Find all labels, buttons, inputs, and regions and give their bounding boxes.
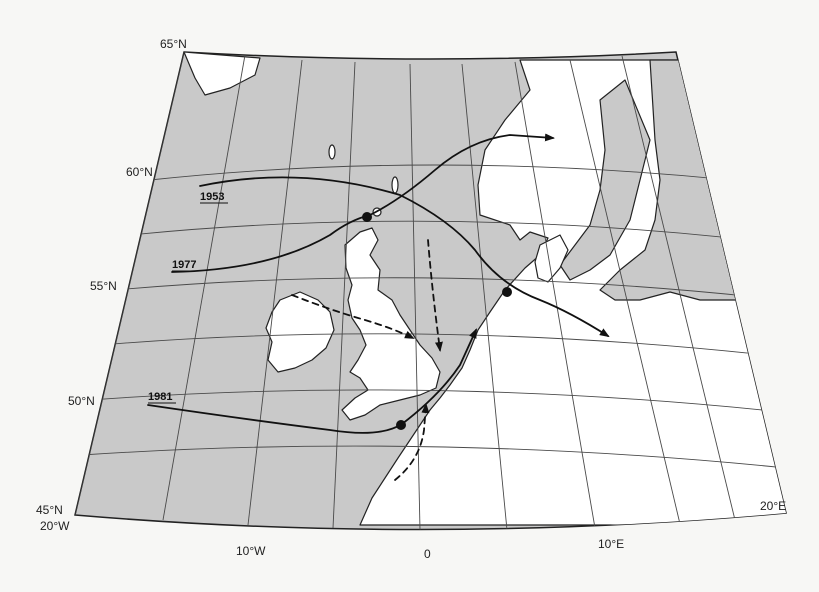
lat-label-65n: 65°N bbox=[160, 37, 187, 51]
shetland-islands bbox=[391, 176, 399, 194]
great-britain bbox=[341, 227, 441, 421]
lat-label-50n: 50°N bbox=[68, 394, 95, 408]
iceland-fragment bbox=[183, 52, 261, 96]
lat-label-45n: 45°N bbox=[36, 503, 63, 517]
lon-label-20w: 20°W bbox=[40, 519, 70, 533]
baltic-sea bbox=[559, 79, 651, 281]
lon-label-10w: 10°W bbox=[236, 544, 266, 558]
ireland bbox=[265, 291, 335, 373]
graticule bbox=[75, 52, 786, 530]
position-dot-icon bbox=[362, 212, 372, 222]
track-label-1953: 1953 bbox=[200, 191, 224, 203]
position-dot-icon bbox=[502, 287, 512, 297]
lon-label-0: 0 bbox=[424, 547, 431, 561]
track-1953 bbox=[199, 176, 610, 338]
track-label-1977: 1977 bbox=[172, 259, 196, 271]
track-label-1981: 1981 bbox=[148, 391, 172, 403]
dashed-track-west bbox=[291, 294, 415, 339]
faroe-islands bbox=[328, 144, 336, 160]
lat-label-55n: 55°N bbox=[90, 279, 117, 293]
track-1981 bbox=[147, 328, 477, 434]
position-dot-icon bbox=[396, 420, 406, 430]
lat-label-60n: 60°N bbox=[126, 165, 153, 179]
lon-label-10e: 10°E bbox=[598, 537, 624, 551]
dashed-track-north bbox=[427, 239, 443, 352]
lon-label-20e: 20°E bbox=[760, 499, 786, 513]
dashed-track-south bbox=[394, 403, 430, 481]
denmark bbox=[534, 234, 569, 283]
